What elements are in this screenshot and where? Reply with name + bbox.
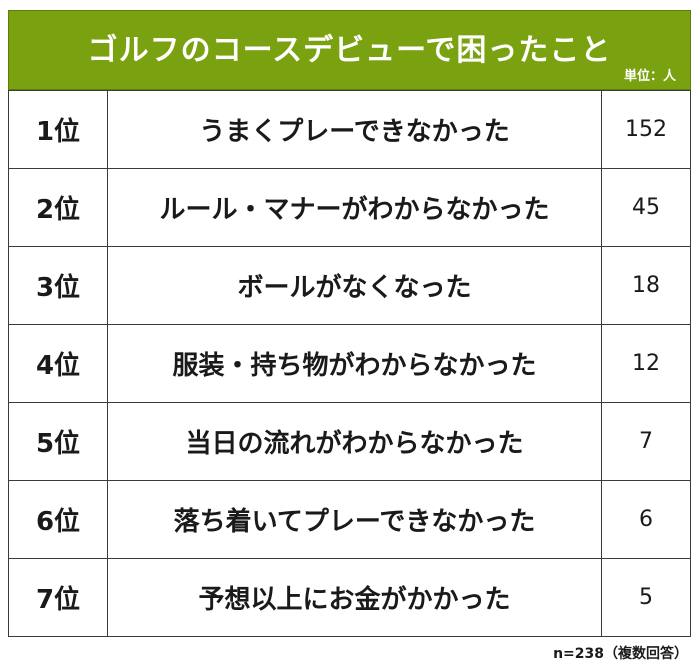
rank-cell: 6位 <box>8 480 108 559</box>
category-cell: ボールがなくなった <box>107 246 602 325</box>
category-cell: うまくプレーできなかった <box>107 90 602 169</box>
value-cell: 45 <box>601 168 691 247</box>
value-cell: 18 <box>601 246 691 325</box>
table-row: 4位 服装・持ち物がわからなかった 12 <box>8 324 691 403</box>
table-row: 3位 ボールがなくなった 18 <box>8 246 691 325</box>
rank-cell: 2位 <box>8 168 108 247</box>
table-row: 6位 落ち着いてプレーできなかった 6 <box>8 480 691 559</box>
category-cell: ルール・マナーがわからなかった <box>107 168 602 247</box>
table-row: 7位 予想以上にお金がかかった 5 <box>8 558 691 637</box>
category-cell: 予想以上にお金がかかった <box>107 558 602 637</box>
value-cell: 5 <box>601 558 691 637</box>
rank-cell: 1位 <box>8 90 108 169</box>
category-cell: 服装・持ち物がわからなかった <box>107 324 602 403</box>
value-cell: 152 <box>601 90 691 169</box>
value-cell: 7 <box>601 402 691 481</box>
value-cell: 6 <box>601 480 691 559</box>
table-row: 1位 うまくプレーできなかった 152 <box>8 90 691 169</box>
unit-label: 単位：人 <box>623 69 676 84</box>
ranking-table: 1位 うまくプレーできなかった 152 2位 ルール・マナーがわからなかった 45 3位 ボー… <box>8 90 691 637</box>
chart-header: ゴルフのコースデビューで困ったこと 単位：人 <box>8 10 691 90</box>
rank-cell: 3位 <box>8 246 108 325</box>
rank-cell: 4位 <box>8 324 108 403</box>
sample-size-note: n=238（複数回答） <box>553 646 688 662</box>
rank-cell: 5位 <box>8 402 108 481</box>
table-row: 5位 当日の流れがわからなかった 7 <box>8 402 691 481</box>
chart-title: ゴルフのコースデビューで困ったこと <box>87 33 612 68</box>
rank-cell: 7位 <box>8 558 108 637</box>
table-row: 2位 ルール・マナーがわからなかった 45 <box>8 168 691 247</box>
value-cell: 12 <box>601 324 691 403</box>
category-cell: 落ち着いてプレーできなかった <box>107 480 602 559</box>
category-cell: 当日の流れがわからなかった <box>107 402 602 481</box>
